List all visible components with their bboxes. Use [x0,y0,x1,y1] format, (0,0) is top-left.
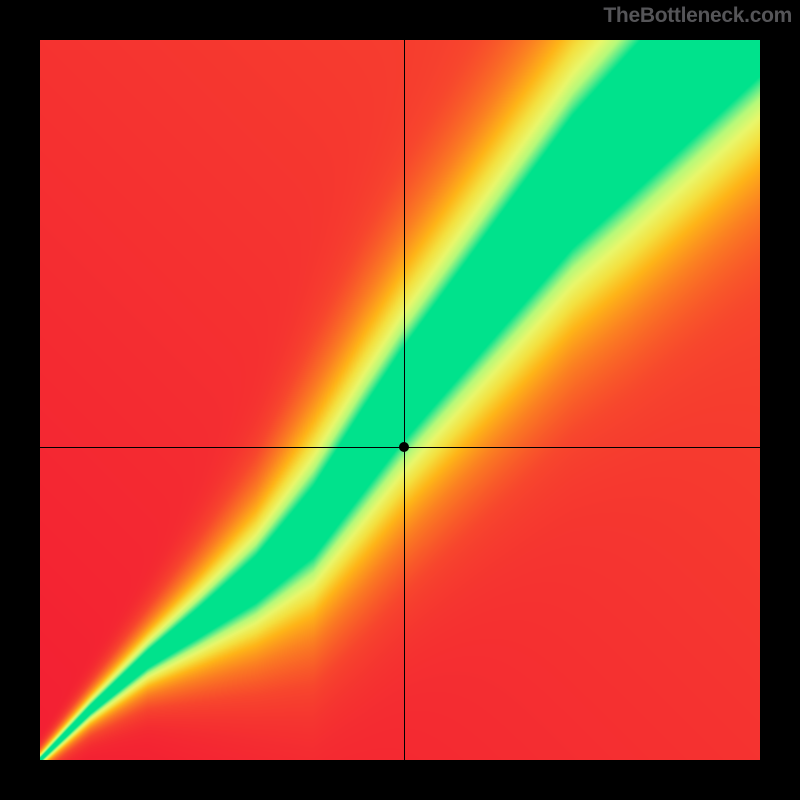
heatmap-plot [40,40,760,760]
heatmap-canvas [40,40,760,760]
crosshair-vertical [404,40,405,760]
chart-frame [0,0,800,800]
watermark: TheBottleneck.com [603,4,792,28]
crosshair-marker [399,442,409,452]
